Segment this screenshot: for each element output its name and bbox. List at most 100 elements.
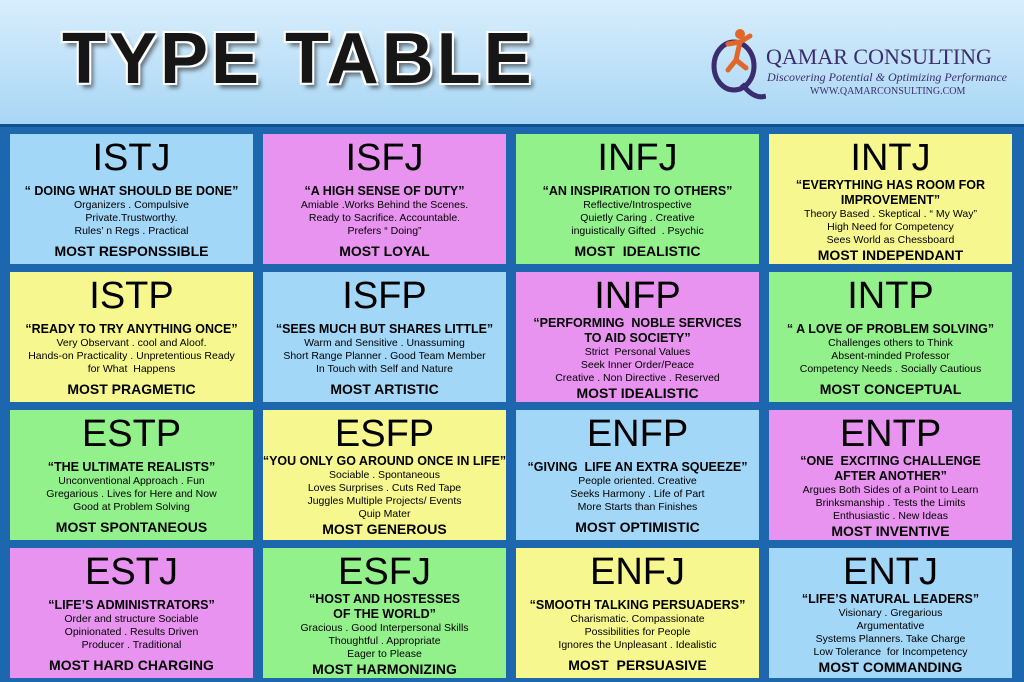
trait-line: Thoughtful . Appropriate: [328, 635, 441, 647]
trait-line: Gracious . Good Interpersonal Skills: [300, 622, 469, 634]
type-cell: ESTP “THE ULTIMATE REALISTS” Unconventiona…: [10, 410, 253, 540]
trait-line: Enthusiastic . New Ideas: [833, 510, 948, 522]
type-name: ENFJ: [590, 551, 685, 593]
type-name: ENTP: [839, 413, 942, 455]
trait-line: Ready to Sacrifice. Accountable.: [308, 211, 461, 224]
type-name: ESFP: [334, 413, 435, 455]
type-name: ENTJ: [843, 551, 938, 593]
summary: MOST OPTIMISTIC: [575, 519, 700, 535]
summary: MOST SPONTANEOUS: [55, 519, 208, 535]
description: “PERFORMING NOBLE SERVICES TO AID SOCIETY…: [533, 316, 741, 385]
quote: “YOU ONLY GO AROUND ONCE IN LIFE”: [262, 454, 507, 468]
summary: MOST INDEPENDANT: [817, 247, 964, 263]
quote: “HOST AND HOSTESSES: [309, 592, 460, 606]
quote: “ A LOVE OF PROBLEM SOLVING”: [786, 321, 995, 336]
trait-line: Low Tolerance for Incompetency: [813, 646, 968, 658]
trait-line: Charismatic. Compassionate: [570, 612, 705, 625]
header: TYPE TABLE QAMAR CONSULTING Discovering …: [0, 0, 1024, 127]
quote: “ONE EXCITING CHALLENGE: [800, 454, 981, 468]
type-cell: INFP “PERFORMING NOBLE SERVICES TO AID SOC…: [516, 272, 759, 402]
type-name: INTP: [847, 275, 934, 317]
description: “GIVING LIFE AN EXTRA SQUEEZE” People ori…: [528, 460, 748, 514]
quote: “LIFE’S NATURAL LEADERS”: [801, 592, 980, 606]
summary: MOST HARD CHARGING: [49, 657, 214, 673]
tagline: Discovering Potential & Optimizing Perfo…: [767, 70, 1007, 84]
summary: MOST RESPONSSIBLE: [54, 243, 209, 259]
url: WWW.QAMARCONSULTING.COM: [810, 86, 966, 97]
trait-line: Challenges others to Think: [828, 336, 953, 349]
type-cell: INFJ “AN INSPIRATION TO OTHERS” Reflective…: [516, 134, 759, 264]
quote: “EVERYTHING HAS ROOM FOR: [795, 178, 986, 192]
description: “ONE EXCITING CHALLENGE AFTER ANOTHER” Arg…: [800, 454, 981, 523]
trait-line: Good at Problem Solving: [73, 500, 190, 513]
trait-line: Warm and Sensitive . Unassuming: [304, 336, 465, 349]
trait-line: Short Range Planner . Good Team Member: [283, 349, 486, 362]
trait-line: Competency Needs . Socially Cautious: [799, 362, 982, 375]
quote: “LIFE’S ADMINISTRATORS”: [48, 597, 215, 612]
quote: “PERFORMING NOBLE SERVICES: [533, 316, 742, 330]
type-name: ENFP: [586, 413, 689, 455]
trait-line: Creative . Non Directive . Reserved: [555, 372, 720, 384]
type-name: ESTP: [81, 413, 182, 455]
trait-line: Argues Both Sides of a Point to Learn: [802, 484, 979, 496]
trait-line: Private.Trustworthy.: [85, 211, 178, 224]
quote: “ DOING WHAT SHOULD BE DONE”: [24, 183, 239, 198]
summary: MOST CONCEPTUAL: [819, 381, 962, 397]
description: “SEES MUCH BUT SHARES LITTLE” Warm and Se…: [276, 322, 493, 376]
description: “READY TO TRY ANYTHING ONCE” Very Observa…: [25, 322, 237, 376]
trait-line: Strict Personal Values: [584, 346, 691, 358]
trait-line: More Starts than Finishes: [577, 500, 698, 513]
type-cell: ENFJ “SMOOTH TALKING PERSUADERS” Charismat…: [516, 548, 759, 678]
summary: MOST IDEALISTIC: [576, 385, 699, 401]
type-cell: ENTP “ONE EXCITING CHALLENGE AFTER ANOTHER…: [769, 410, 1012, 540]
trait-line: Eager to Please: [347, 648, 422, 660]
trait-line: Very Observant . cool and Aloof.: [56, 336, 207, 349]
description: “ DOING WHAT SHOULD BE DONE” Organizers .…: [25, 184, 239, 238]
type-cell: ENFP “GIVING LIFE AN EXTRA SQUEEZE” People…: [516, 410, 759, 540]
trait-line: Ignores the Unpleasant . Idealistic: [558, 638, 717, 651]
type-cell: ESFP “YOU ONLY GO AROUND ONCE IN LIFE” Soc…: [263, 410, 506, 540]
quote: IMPROVEMENT”: [840, 193, 941, 207]
type-cell: ENTJ “LIFE’S NATURAL LEADERS” Visionary . …: [769, 548, 1012, 678]
summary: MOST PRAGMETIC: [67, 381, 196, 397]
description: “THE ULTIMATE REALISTS” Unconventional Ap…: [46, 460, 216, 514]
trait-line: Quip Mater: [358, 508, 411, 520]
summary: MOST ARTISTIC: [330, 381, 439, 397]
description: “AN INSPIRATION TO OTHERS” Reflective/Int…: [543, 184, 733, 238]
quote: AFTER ANOTHER”: [834, 469, 947, 483]
type-cell: INTP “ A LOVE OF PROBLEM SOLVING” Challeng…: [769, 272, 1012, 402]
logo: [711, 29, 766, 100]
description: “LIFE’S NATURAL LEADERS” Visionary . Greg…: [802, 592, 979, 659]
trait-line: Quietly Caring . Creative: [580, 211, 695, 224]
trait-line: In Touch with Self and Nature: [316, 362, 453, 375]
type-grid: ISTJ “ DOING WHAT SHOULD BE DONE” Organize…: [10, 134, 1014, 678]
trait-line: Order and structure Sociable: [64, 612, 199, 625]
quote: “THE ULTIMATE REALISTS”: [47, 459, 216, 474]
trait-line: Organizers . Compulsive: [74, 198, 189, 211]
trait-line: Possibilities for People: [584, 625, 691, 638]
description: “ A LOVE OF PROBLEM SOLVING” Challenges o…: [787, 322, 994, 376]
trait-line: People oriented. Creative: [578, 474, 697, 487]
type-name: ESFJ: [338, 551, 431, 593]
summary: MOST INVENTIVE: [831, 523, 950, 539]
company-name: QAMAR CONSULTING: [766, 44, 992, 69]
quote: “AN INSPIRATION TO OTHERS”: [542, 183, 733, 198]
description: “A HIGH SENSE OF DUTY” Amiable .Works Beh…: [301, 184, 468, 238]
type-name: ISFJ: [345, 137, 424, 179]
trait-line: Gregarious . Lives for Here and Now: [46, 487, 217, 500]
description: “SMOOTH TALKING PERSUADERS” Charismatic. …: [530, 598, 746, 652]
quote: “READY TO TRY ANYTHING ONCE”: [25, 321, 238, 336]
trait-line: Seek Inner Order/Peace: [580, 359, 695, 371]
trait-line: Argumentative: [856, 620, 925, 632]
trait-line: Hands-on Practicality . Unpretentious Re…: [28, 349, 235, 362]
trait-line: inguistically Gifted . Psychic: [571, 224, 704, 237]
summary: MOST PERSUASIVE: [568, 657, 707, 673]
summary: MOST HARMONIZING: [312, 661, 457, 677]
trait-line: Theory Based . Skeptical . “ My Way”: [804, 208, 977, 220]
quote: OF THE WORLD”: [333, 607, 436, 621]
trait-line: Opinionated . Results Driven: [64, 625, 199, 638]
quote: “SEES MUCH BUT SHARES LITTLE”: [275, 321, 494, 336]
type-name: ISFP: [342, 275, 427, 317]
description: “HOST AND HOSTESSES OF THE WORLD” Gracious…: [300, 592, 468, 661]
